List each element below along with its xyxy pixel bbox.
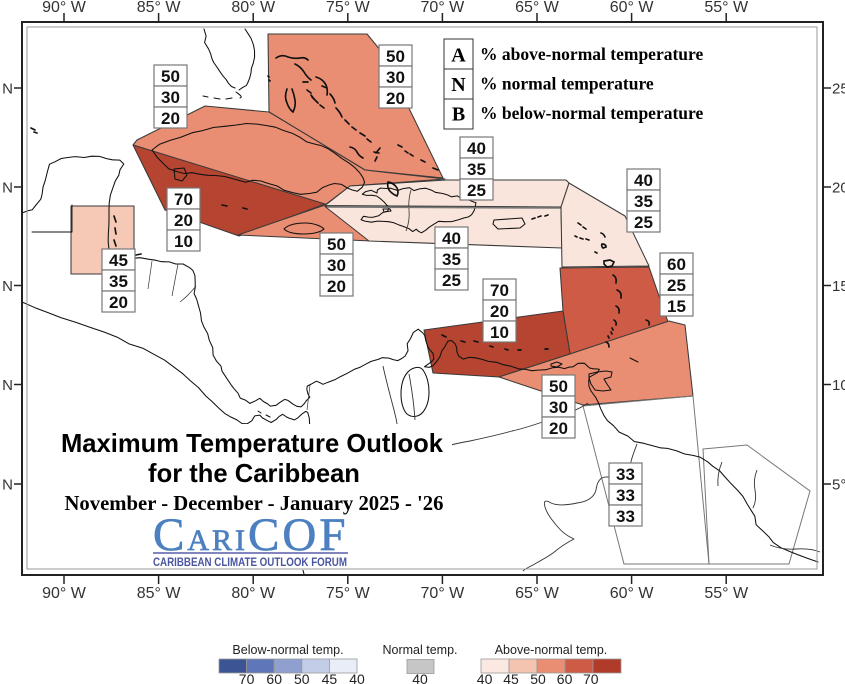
svg-text:30: 30 — [161, 88, 180, 107]
svg-text:15: 15 — [832, 278, 845, 295]
svg-text:20: 20 — [490, 302, 509, 321]
svg-text:90° W: 90° W — [42, 0, 87, 16]
svg-text:25: 25 — [667, 276, 686, 295]
svg-text:50: 50 — [386, 47, 405, 66]
svg-text:10: 10 — [832, 377, 845, 394]
svg-text:55° W: 55° W — [704, 585, 749, 602]
svg-text:85° W: 85° W — [137, 585, 182, 602]
svg-text:40: 40 — [412, 671, 428, 684]
svg-text:60: 60 — [557, 671, 573, 684]
svg-text:50: 50 — [327, 235, 346, 254]
svg-text:% below-normal temperature: % below-normal temperature — [480, 103, 703, 123]
svg-text:N: N — [451, 74, 466, 96]
svg-text:% normal temperature: % normal temperature — [480, 74, 654, 94]
svg-text:33: 33 — [616, 465, 635, 484]
svg-text:30: 30 — [549, 398, 568, 417]
svg-text:50: 50 — [294, 671, 310, 684]
svg-text:40: 40 — [349, 671, 365, 684]
svg-text:N: N — [2, 278, 13, 295]
svg-text:20: 20 — [327, 277, 346, 296]
svg-text:45: 45 — [109, 251, 128, 270]
svg-text:80° W: 80° W — [231, 0, 276, 16]
svg-text:Above-normal temp.: Above-normal temp. — [495, 643, 608, 657]
svg-text:60° W: 60° W — [610, 585, 655, 602]
svg-text:25: 25 — [442, 271, 461, 290]
svg-text:33: 33 — [616, 486, 635, 505]
svg-text:70: 70 — [490, 281, 509, 300]
svg-text:60° W: 60° W — [610, 0, 655, 16]
svg-text:35: 35 — [467, 160, 486, 179]
svg-text:70: 70 — [174, 190, 193, 209]
svg-text:November - December - January: November - December - January 2025 - '26 — [64, 493, 443, 515]
svg-text:20: 20 — [161, 109, 180, 128]
svg-text:% above-normal temperature: % above-normal temperature — [480, 44, 703, 64]
svg-text:40: 40 — [467, 139, 486, 158]
svg-text:10: 10 — [174, 232, 193, 251]
svg-text:A: A — [451, 45, 466, 67]
svg-text:50: 50 — [549, 377, 568, 396]
svg-text:50: 50 — [530, 671, 546, 684]
svg-text:20: 20 — [174, 211, 193, 230]
svg-text:Maximum Temperature Outlook: Maximum Temperature Outlook — [61, 430, 444, 458]
svg-text:30: 30 — [327, 256, 346, 275]
svg-text:N: N — [2, 81, 13, 98]
svg-text:40: 40 — [634, 171, 653, 190]
svg-text:50: 50 — [161, 67, 180, 86]
svg-text:65° W: 65° W — [515, 0, 560, 16]
svg-text:75° W: 75° W — [326, 585, 371, 602]
svg-text:20: 20 — [109, 293, 128, 312]
svg-text:25: 25 — [467, 181, 486, 200]
svg-text:5°: 5° — [832, 477, 845, 494]
svg-text:85° W: 85° W — [137, 0, 182, 16]
svg-text:15: 15 — [667, 297, 686, 316]
svg-text:45: 45 — [503, 671, 519, 684]
svg-text:N: N — [2, 377, 13, 394]
svg-text:Below-normal temp.: Below-normal temp. — [232, 643, 343, 657]
svg-text:25: 25 — [634, 213, 653, 232]
svg-text:40: 40 — [477, 671, 493, 684]
svg-text:B: B — [452, 104, 465, 126]
svg-text:CARIBBEAN CLIMATE OUTLOOK FORU: CARIBBEAN CLIMATE OUTLOOK FORUM — [153, 555, 347, 569]
svg-text:N: N — [2, 477, 13, 494]
svg-text:75° W: 75° W — [326, 0, 371, 16]
svg-text:30: 30 — [386, 68, 405, 87]
svg-text:Normal temp.: Normal temp. — [382, 643, 457, 657]
svg-text:40: 40 — [442, 229, 461, 248]
svg-text:55° W: 55° W — [704, 0, 749, 16]
svg-text:20: 20 — [386, 89, 405, 108]
svg-text:35: 35 — [109, 272, 128, 291]
svg-text:70° W: 70° W — [421, 0, 466, 16]
svg-text:80° W: 80° W — [231, 585, 276, 602]
svg-text:35: 35 — [442, 250, 461, 269]
svg-text:20: 20 — [549, 419, 568, 438]
svg-text:N: N — [2, 180, 13, 197]
svg-text:60: 60 — [266, 671, 282, 684]
svg-text:65° W: 65° W — [515, 585, 560, 602]
svg-text:10: 10 — [490, 323, 509, 342]
svg-text:70: 70 — [239, 671, 255, 684]
svg-text:90° W: 90° W — [42, 585, 87, 602]
svg-text:70: 70 — [583, 671, 599, 684]
svg-text:20: 20 — [832, 180, 845, 197]
svg-text:33: 33 — [616, 507, 635, 526]
svg-text:60: 60 — [667, 255, 686, 274]
svg-text:for the Caribbean: for the Caribbean — [148, 460, 360, 488]
svg-text:35: 35 — [634, 192, 653, 211]
svg-text:25: 25 — [832, 81, 845, 98]
svg-text:70° W: 70° W — [421, 585, 466, 602]
svg-text:45: 45 — [322, 671, 338, 684]
